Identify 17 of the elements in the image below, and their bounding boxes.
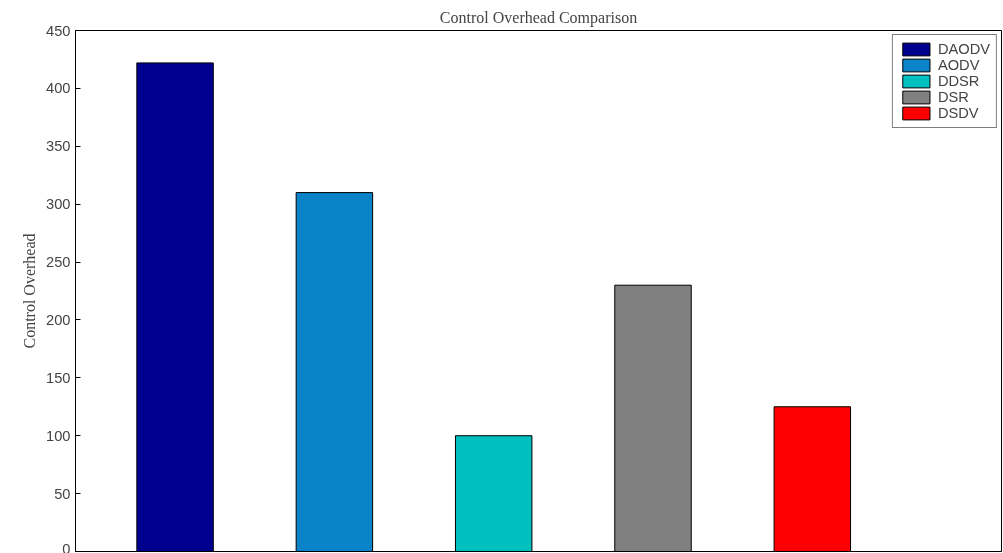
legend-label: DAODV xyxy=(937,41,990,57)
chart-title: Control Overhead Comparison xyxy=(439,8,638,27)
legend-label: DSR xyxy=(937,89,969,105)
y-tick-label: 350 xyxy=(46,138,71,155)
y-tick-label: 100 xyxy=(46,427,71,444)
legend-label: DDSR xyxy=(937,73,980,89)
y-tick-label: 250 xyxy=(46,254,71,271)
y-tick-label: 400 xyxy=(46,80,71,97)
y-tick-label: 450 xyxy=(46,22,71,39)
y-axis-title: Control Overhead xyxy=(21,233,39,349)
y-tick-label: 0 xyxy=(62,540,71,553)
legend-label: DSDV xyxy=(937,105,979,121)
y-tick-label: 150 xyxy=(46,369,71,386)
y-tick-label: 200 xyxy=(46,311,71,328)
y-tick-label: 300 xyxy=(46,196,71,213)
legend-label: AODV xyxy=(937,57,980,73)
y-tick-label: 50 xyxy=(54,485,71,502)
